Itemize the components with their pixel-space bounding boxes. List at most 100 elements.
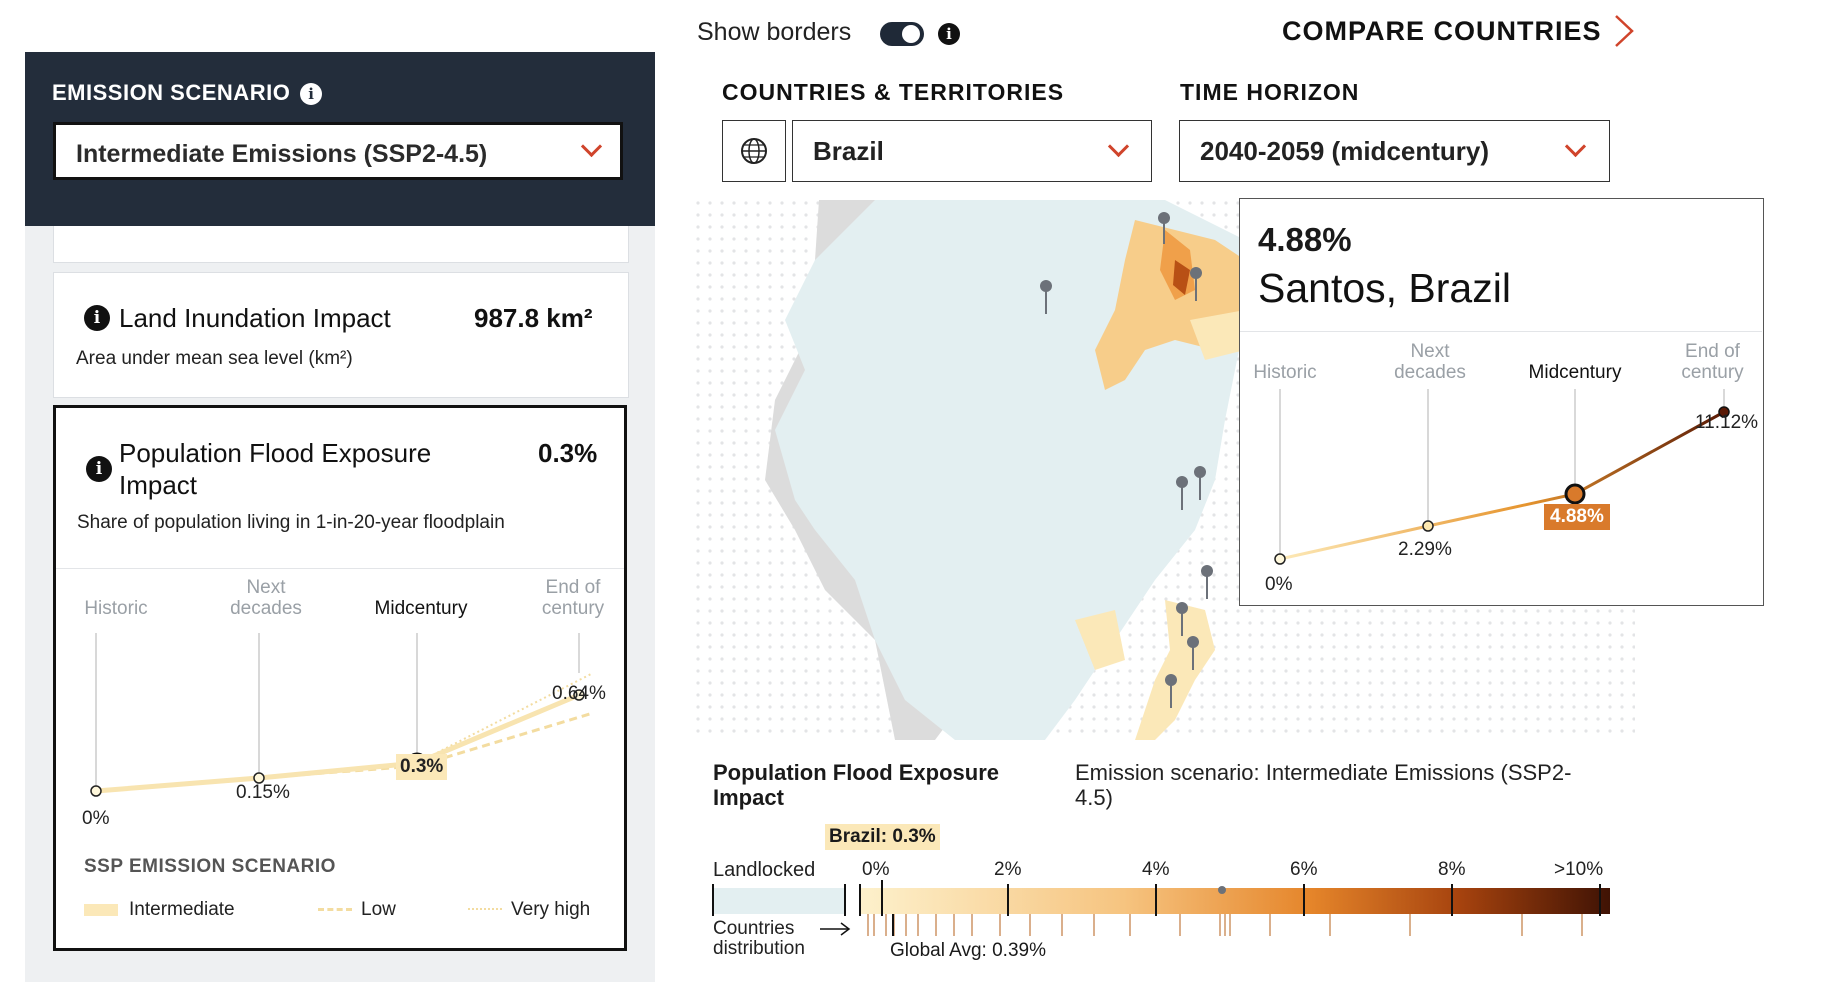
emission-scenario-title: EMISSION SCENARIO i (52, 80, 323, 106)
tick-2: 2% (994, 859, 1022, 880)
distribution-label: Countries distribution (713, 919, 805, 959)
tooltip-timeline-midcentury: Midcentury (1528, 362, 1622, 383)
tooltip-timeline-end-line1: End of (1685, 341, 1740, 362)
distribution-label-line1: Countries (713, 918, 795, 939)
region-south-2 (1075, 610, 1125, 670)
legend-intermediate: Intermediate (129, 899, 235, 920)
pop-title-line1: Population Flood Exposure (119, 438, 432, 468)
bottom-legend-scenario-line1: Emission scenario: Intermediate Emission… (1075, 760, 1572, 785)
chevron-down-icon (580, 135, 603, 158)
tooltip-point-next (1422, 520, 1434, 532)
location-tooltip: 4.88% Santos, Brazil Historic Next decad… (1239, 198, 1764, 606)
tooltip-place: Santos, Brazil (1258, 265, 1511, 311)
time-horizon-label: TIME HORIZON (1180, 79, 1360, 105)
pop-timeline-chart (90, 633, 594, 797)
selected-marker (1218, 886, 1226, 894)
land-title: Land Inundation Impact (119, 303, 391, 333)
country-value: Brazil (813, 136, 884, 166)
tooltip-point-historic (1274, 553, 1286, 565)
time-horizon-value: 2040-2059 (midcentury) (1200, 136, 1490, 166)
tooltip-timeline-next-line2: decades (1394, 362, 1466, 383)
population-flood-card[interactable]: i Population Flood Exposure Impact 0.3% … (53, 405, 627, 951)
globe-button[interactable] (722, 120, 786, 182)
compare-countries-link[interactable]: COMPARE COUNTRIES (1282, 16, 1602, 46)
info-icon[interactable]: i (938, 23, 960, 45)
legend-title: SSP EMISSION SCENARIO (84, 856, 336, 877)
point-next (253, 772, 265, 784)
tooltip-point-label-end: 11.12% (1695, 412, 1759, 433)
timeline-next-line1: Next (246, 577, 286, 598)
timeline-midcentury: Midcentury (374, 598, 468, 619)
info-icon[interactable]: i (84, 305, 110, 331)
tick-0: 0% (862, 859, 890, 880)
toggle-knob (902, 25, 920, 43)
timeline-end: End of century (528, 577, 618, 619)
tooltip-timeline-next-line1: Next (1410, 341, 1450, 362)
pop-subtitle: Share of population living in 1-in-20-ye… (77, 512, 505, 533)
tooltip-point-mid (1564, 483, 1586, 505)
info-icon[interactable]: i (86, 456, 112, 482)
color-scale-bar (712, 880, 1610, 936)
landlocked-label: Landlocked (713, 859, 816, 881)
show-borders-label: Show borders (697, 18, 852, 46)
land-subtitle: Area under mean sea level (km²) (76, 348, 353, 369)
tick-10: >10% (1554, 859, 1604, 880)
tooltip-timeline-next: Next decades (1390, 341, 1470, 383)
tooltip-value: 4.88% (1258, 221, 1352, 258)
landlocked-swatch (713, 888, 845, 914)
tooltip-point-label-historic: 0% (1265, 574, 1293, 595)
intermediate-series (95, 692, 580, 794)
global-avg-label: Global Avg: 0.39% (890, 940, 1046, 961)
point-end (573, 689, 585, 701)
point-label-end: 0.64% (552, 683, 606, 704)
tooltip-timeline-end-line2: century (1681, 362, 1744, 383)
info-icon[interactable]: i (300, 83, 323, 106)
distribution-label-line2: distribution (713, 938, 805, 959)
land-value: 987.8 km² (474, 303, 593, 333)
tooltip-point-label-mid: 4.88% (1544, 504, 1610, 530)
emission-scenario-select[interactable]: Intermediate Emissions (SSP2-4.5) (53, 122, 623, 180)
region-highest (1173, 260, 1190, 295)
pop-title-line2: Impact (119, 470, 198, 500)
legend-very-high: Very high (511, 899, 591, 920)
scale-gradient (860, 888, 1610, 914)
tick-6: 6% (1290, 859, 1318, 880)
card-partial-top (53, 226, 629, 263)
legend-swatch-intermediate (84, 904, 118, 916)
pop-value: 0.3% (538, 438, 598, 468)
legend-swatch-very-high (468, 908, 502, 910)
bottom-legend-title-line2: Impact (713, 785, 784, 810)
chevron-right-icon[interactable] (1612, 14, 1636, 48)
bottom-legend-title: Population Flood Exposure Impact (713, 760, 999, 810)
point-label-next: 0.15% (236, 782, 290, 803)
very-high-series (95, 672, 594, 792)
map-pins (1040, 212, 1213, 708)
arrow-right-icon (820, 922, 851, 936)
timeline-historic: Historic (84, 598, 148, 619)
timeline-next-line2: decades (230, 598, 302, 619)
timeline-end-line1: End of (545, 577, 601, 598)
tooltip-timeline-chart (1274, 389, 1730, 565)
land-inundation-card[interactable]: i Land Inundation Impact 987.8 km² Area … (53, 272, 629, 398)
legend-swatch-low (318, 908, 352, 911)
globe-icon (741, 138, 767, 164)
region-light (1190, 310, 1245, 360)
bottom-legend-scenario: Emission scenario: Intermediate Emission… (1075, 760, 1571, 810)
show-borders-toggle[interactable] (880, 22, 924, 46)
point-label-historic: 0% (82, 808, 110, 829)
country-select[interactable]: Brazil (792, 120, 1152, 182)
bottom-legend-title-line1: Population Flood Exposure (713, 760, 999, 785)
brazil-marker-label: Brazil: 0.3% (825, 824, 940, 850)
chevron-down-icon (1564, 135, 1587, 158)
distribution-ticks (867, 914, 1583, 936)
tooltip-series (1279, 410, 1725, 561)
point-historic (90, 785, 102, 797)
time-horizon-select[interactable]: 2040-2059 (midcentury) (1179, 120, 1610, 182)
divider (56, 568, 624, 569)
tooltip-point-end (1718, 406, 1730, 418)
bottom-legend-scenario-line2: 4.5) (1075, 785, 1113, 810)
point-label-mid: 0.3% (396, 754, 448, 780)
low-series (95, 711, 594, 793)
emission-scenario-label: EMISSION SCENARIO (52, 80, 291, 105)
tooltip-timeline-end: End of century (1675, 341, 1750, 383)
